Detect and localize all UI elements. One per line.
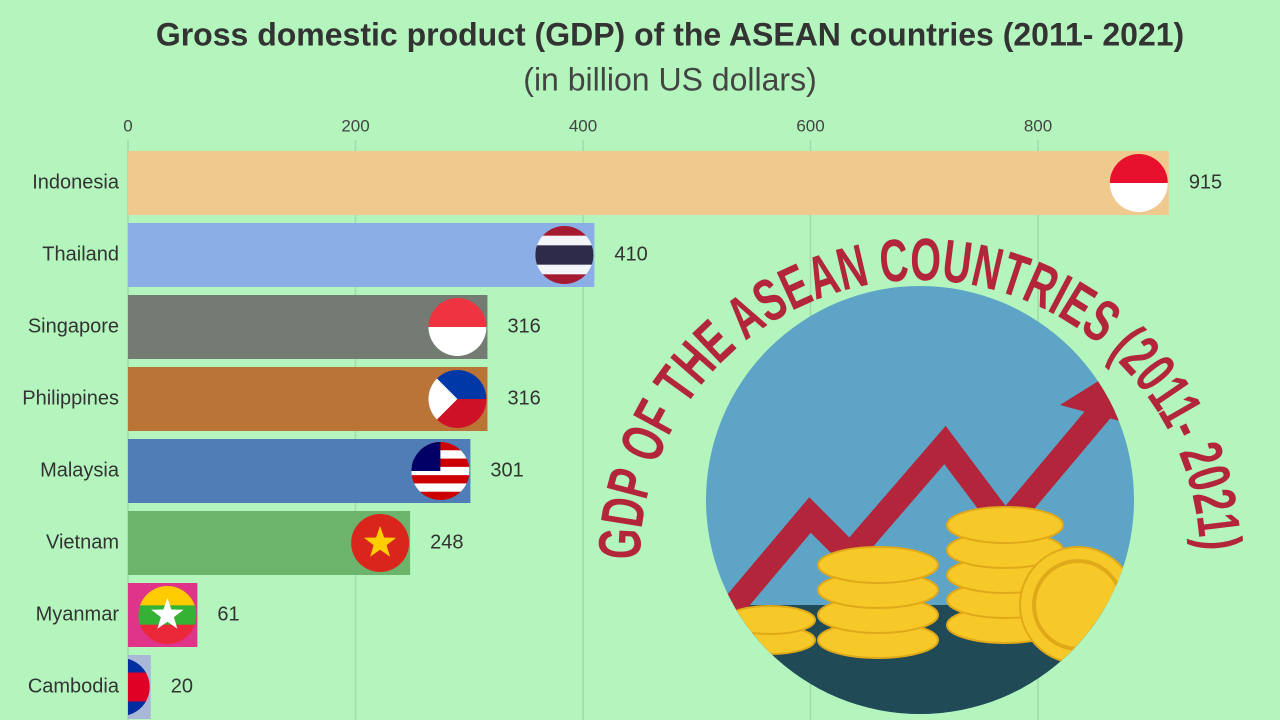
category-label: Cambodia	[28, 675, 120, 697]
value-label: 316	[507, 387, 540, 409]
category-label: Vietnam	[46, 531, 119, 553]
x-tick-label: 600	[796, 116, 824, 135]
flag-stripe	[535, 235, 594, 246]
value-label: 410	[614, 243, 647, 265]
flag-stripe	[411, 483, 470, 493]
flag-stripe	[411, 466, 470, 476]
flag-stripe	[535, 245, 594, 256]
bar	[128, 367, 488, 431]
flag-triangle	[428, 370, 458, 428]
x-tick-label: 400	[569, 116, 597, 135]
flag	[411, 442, 470, 500]
flag-stripe	[535, 255, 594, 266]
category-label: Indonesia	[32, 171, 120, 193]
bar	[128, 295, 488, 359]
category-label: Thailand	[42, 243, 119, 265]
flag-stripe	[138, 624, 197, 644]
flag-stripe	[535, 274, 594, 284]
flag	[351, 514, 410, 572]
flag-stripe	[411, 491, 470, 500]
chart-title: Gross domestic product (GDP) of the ASEA…	[156, 16, 1184, 52]
flag	[138, 586, 197, 644]
value-label: 915	[1189, 171, 1222, 193]
flag-stripe	[138, 586, 197, 606]
bar	[128, 223, 595, 287]
flag-star	[151, 598, 184, 629]
value-label: 316	[507, 315, 540, 337]
flag-stripe	[535, 264, 594, 275]
category-label: Singapore	[28, 315, 119, 337]
x-tick-label: 200	[341, 116, 369, 135]
category-label: Myanmar	[36, 603, 120, 625]
flag-stripe	[535, 226, 594, 237]
x-tick-label: 0	[123, 116, 132, 135]
flag	[535, 226, 594, 284]
flag-stripe	[128, 687, 150, 702]
value-label: 20	[171, 675, 193, 697]
category-label: Malaysia	[40, 459, 120, 481]
flag-stripe	[128, 672, 150, 688]
bar	[128, 151, 1169, 215]
chart-subtitle: (in billion US dollars)	[523, 61, 816, 97]
flag-stripe	[411, 475, 470, 484]
value-label: 248	[430, 531, 463, 553]
x-tick-label: 800	[1024, 116, 1052, 135]
illustration	[706, 286, 1134, 714]
value-label: 61	[217, 603, 239, 625]
flag-star	[363, 526, 397, 557]
value-label: 301	[490, 459, 523, 481]
category-label: Philippines	[22, 387, 119, 409]
